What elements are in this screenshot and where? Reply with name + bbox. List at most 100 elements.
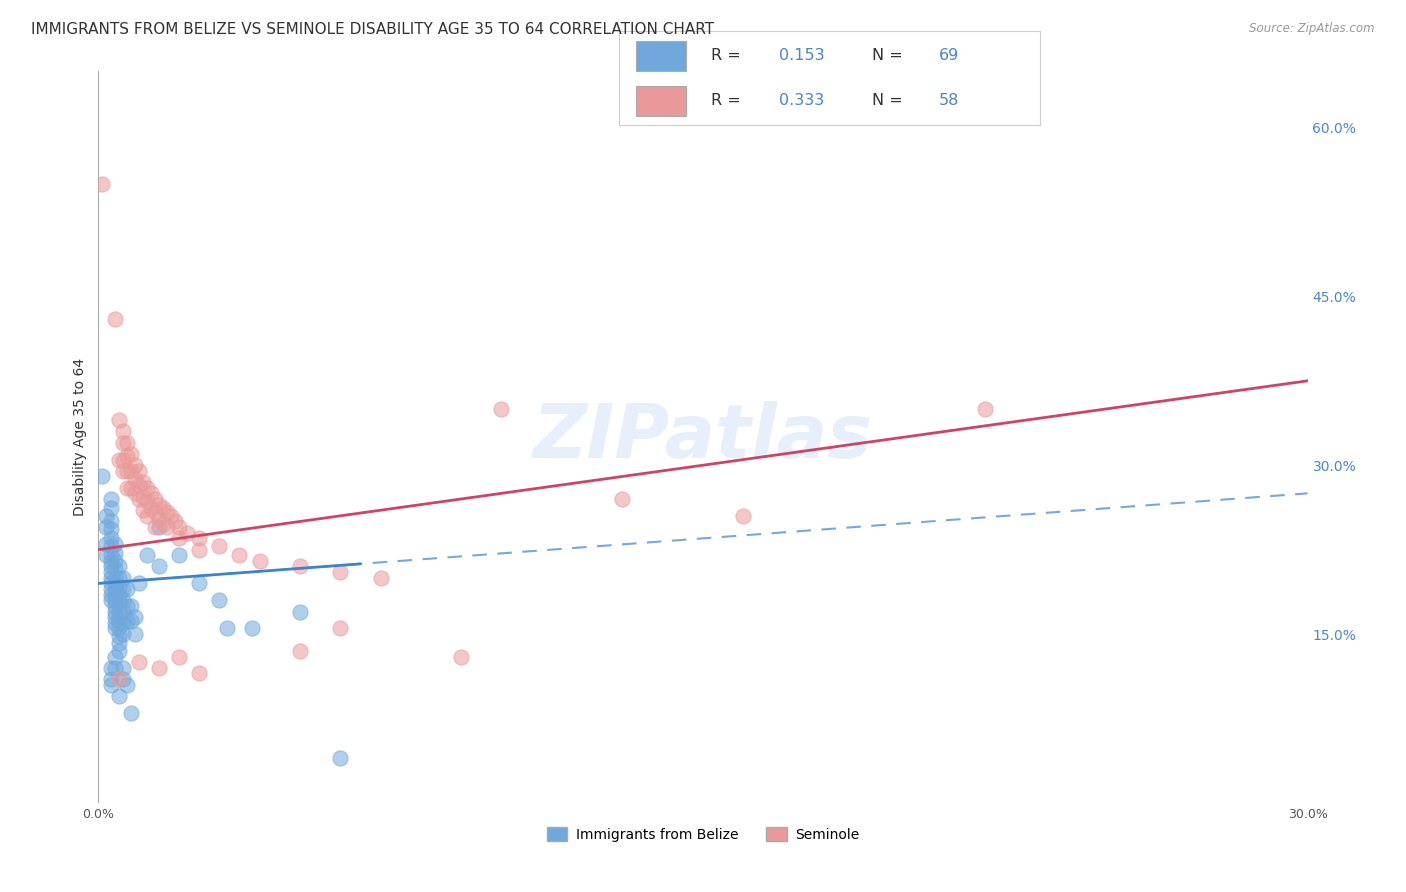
Point xyxy=(103,621,125,635)
Point xyxy=(100,582,122,596)
Point xyxy=(128,576,150,591)
Point xyxy=(148,661,170,675)
Point xyxy=(974,401,997,416)
Point xyxy=(120,614,142,628)
Point xyxy=(103,571,125,585)
Point xyxy=(288,605,311,619)
Point xyxy=(148,512,170,526)
Point xyxy=(107,689,129,703)
Point xyxy=(188,666,211,681)
Point xyxy=(132,503,155,517)
Point xyxy=(143,506,166,520)
Point xyxy=(115,464,138,478)
Point xyxy=(115,481,138,495)
Point xyxy=(148,498,170,512)
Point xyxy=(111,464,134,478)
Point xyxy=(111,425,134,439)
Point xyxy=(115,678,138,692)
Point xyxy=(370,571,392,585)
Point xyxy=(96,508,118,523)
Point xyxy=(188,542,211,557)
Point xyxy=(100,522,122,536)
Point xyxy=(115,614,138,628)
Point xyxy=(103,605,125,619)
Point xyxy=(120,464,142,478)
Point xyxy=(329,565,352,579)
Point xyxy=(107,621,129,635)
Point xyxy=(107,605,129,619)
Point xyxy=(100,571,122,585)
Point xyxy=(139,500,162,515)
Point xyxy=(107,629,129,643)
Point xyxy=(132,490,155,504)
Point xyxy=(329,621,352,635)
Point xyxy=(128,655,150,669)
Point xyxy=(103,661,125,675)
Point xyxy=(143,520,166,534)
Point xyxy=(111,582,134,596)
Point xyxy=(103,576,125,591)
Point xyxy=(288,644,311,658)
Point xyxy=(111,661,134,675)
Point xyxy=(107,452,129,467)
Point xyxy=(120,481,142,495)
Point xyxy=(103,312,125,326)
Point xyxy=(111,593,134,607)
Point xyxy=(143,491,166,506)
Point xyxy=(100,532,122,546)
Point xyxy=(240,621,263,635)
Point xyxy=(100,672,122,686)
Point xyxy=(100,539,122,553)
Point xyxy=(100,588,122,602)
Point xyxy=(107,571,129,585)
Point xyxy=(107,559,129,574)
Point xyxy=(249,554,271,568)
Point xyxy=(103,593,125,607)
Point xyxy=(124,627,146,641)
Point xyxy=(115,449,138,463)
Point xyxy=(103,562,125,576)
Point xyxy=(450,649,472,664)
Point xyxy=(148,520,170,534)
Point xyxy=(100,593,122,607)
Point xyxy=(103,610,125,624)
Point xyxy=(124,610,146,624)
Text: 0.333: 0.333 xyxy=(779,93,824,108)
Point xyxy=(107,614,129,628)
FancyBboxPatch shape xyxy=(636,40,686,70)
Point xyxy=(100,565,122,579)
Point xyxy=(128,478,150,492)
Point xyxy=(156,506,179,520)
Point xyxy=(107,580,129,594)
Text: 69: 69 xyxy=(939,47,959,62)
Point xyxy=(107,672,129,686)
Point xyxy=(128,491,150,506)
Point xyxy=(111,571,134,585)
Point xyxy=(148,559,170,574)
Point xyxy=(124,458,146,473)
Point xyxy=(91,469,114,483)
Point xyxy=(160,508,183,523)
Point xyxy=(107,595,129,609)
Point xyxy=(115,435,138,450)
Point xyxy=(103,615,125,630)
Point xyxy=(132,475,155,489)
Text: IMMIGRANTS FROM BELIZE VS SEMINOLE DISABILITY AGE 35 TO 64 CORRELATION CHART: IMMIGRANTS FROM BELIZE VS SEMINOLE DISAB… xyxy=(31,22,714,37)
Point xyxy=(96,537,118,551)
Point xyxy=(288,559,311,574)
Text: 0.153: 0.153 xyxy=(779,47,824,62)
Point xyxy=(139,486,162,500)
Text: N =: N = xyxy=(872,47,908,62)
Point xyxy=(103,546,125,560)
Text: R =: R = xyxy=(711,93,747,108)
Point xyxy=(103,649,125,664)
Point xyxy=(100,559,122,574)
Point xyxy=(120,447,142,461)
Point xyxy=(111,672,134,686)
Point xyxy=(96,548,118,562)
Point xyxy=(176,525,198,540)
Text: ZIPatlas: ZIPatlas xyxy=(533,401,873,474)
Point xyxy=(329,751,352,765)
Point xyxy=(100,661,122,675)
Legend: Immigrants from Belize, Seminole: Immigrants from Belize, Seminole xyxy=(541,822,865,847)
